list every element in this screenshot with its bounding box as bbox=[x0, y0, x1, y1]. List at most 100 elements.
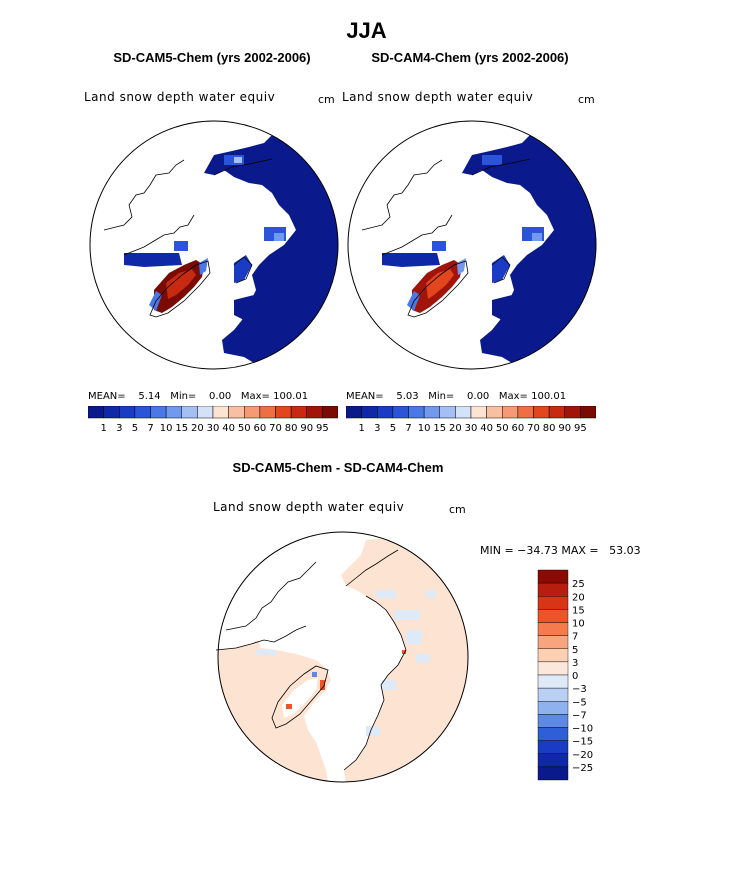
colorbar-swatch bbox=[306, 406, 323, 419]
colorbar-swatch bbox=[537, 701, 569, 715]
colorbar-swatch bbox=[537, 609, 569, 623]
colorbar-tick-label: 3 bbox=[374, 423, 380, 434]
colorbar-tick-label: 80 bbox=[543, 423, 556, 434]
colorbar-swatch bbox=[537, 569, 569, 584]
colorbar-tick-label: −10 bbox=[572, 724, 593, 735]
colorbar-tick-label: 1 bbox=[358, 423, 364, 434]
colorbar-tick-label: −5 bbox=[572, 697, 587, 708]
colorbar-tick-label: 3 bbox=[572, 658, 578, 669]
diff-map bbox=[216, 531, 469, 783]
colorbar-tick-label: 50 bbox=[238, 423, 251, 434]
colorbar-tick-label: 30 bbox=[207, 423, 220, 434]
colorbar-swatch bbox=[537, 687, 569, 702]
colorbar-swatch bbox=[150, 406, 167, 419]
colorbar-swatch bbox=[533, 406, 550, 419]
colorbar-tick-label: 15 bbox=[175, 423, 188, 434]
colorbar-swatch bbox=[537, 727, 569, 741]
panel1-min-label: Min= bbox=[170, 391, 197, 402]
colorbar-tick-label: 60 bbox=[254, 423, 267, 434]
diff-title: SD-CAM5-Chem - SD-CAM4-Chem bbox=[232, 460, 444, 475]
panel1-min-value: 0.00 bbox=[209, 391, 232, 402]
colorbar-tick-label: 10 bbox=[160, 423, 173, 434]
panel1-variable-label: Land snow depth water equiv bbox=[84, 90, 276, 104]
colorbar-swatch bbox=[361, 406, 378, 419]
panel2-mean-label: MEAN= bbox=[346, 391, 384, 402]
colorbar-tick-label: 5 bbox=[572, 645, 578, 656]
colorbar-tick-label: 25 bbox=[572, 579, 585, 590]
colorbar-swatch bbox=[119, 406, 136, 419]
colorbar-swatch bbox=[548, 406, 565, 419]
colorbar-swatch bbox=[322, 406, 338, 419]
colorbar-tick-label: 20 bbox=[191, 423, 204, 434]
colorbar-swatch bbox=[537, 582, 569, 597]
colorbar-swatch bbox=[259, 406, 276, 419]
colorbar-swatch bbox=[537, 596, 569, 610]
colorbar-swatch bbox=[580, 406, 596, 419]
colorbar-swatch bbox=[197, 406, 214, 419]
colorbar-tick-label: 60 bbox=[512, 423, 525, 434]
colorbar-swatch bbox=[537, 622, 569, 636]
colorbar-tick-label: −25 bbox=[572, 763, 593, 774]
panel1-max-value: 100.01 bbox=[273, 391, 309, 402]
panel2-max-value: 100.01 bbox=[531, 391, 567, 402]
colorbar-swatch bbox=[517, 406, 534, 419]
colorbar-swatch bbox=[439, 406, 456, 419]
diff-minmax-text: MIN = −34.73 MAX = 53.03 bbox=[480, 544, 641, 557]
colorbar-swatch bbox=[486, 406, 503, 419]
colorbar-tick-label: −3 bbox=[572, 684, 587, 695]
colorbar-swatch bbox=[228, 406, 245, 419]
colorbar-swatch bbox=[470, 406, 487, 419]
colorbar-tick-label: −20 bbox=[572, 750, 593, 761]
colorbar-tick-label: 95 bbox=[316, 423, 329, 434]
panel1-units-label: cm bbox=[318, 93, 335, 106]
panel1-map bbox=[89, 120, 339, 370]
colorbar-tick-label: −15 bbox=[572, 737, 593, 748]
colorbar-swatch bbox=[423, 406, 440, 419]
colorbar-swatch bbox=[134, 406, 151, 419]
colorbar-tick-label: 20 bbox=[449, 423, 462, 434]
colorbar-swatch bbox=[244, 406, 261, 419]
colorbar-tick-label: 7 bbox=[147, 423, 153, 434]
colorbar-swatch bbox=[537, 753, 569, 768]
panel2-colorbar: 1 3 5 7 10 15 20 30 40 50 60 70 80 90 95 bbox=[346, 406, 596, 434]
colorbar-tick-label: 5 bbox=[132, 423, 138, 434]
colorbar-swatch bbox=[88, 406, 104, 419]
panel1-colorbar: 1 3 5 7 10 15 20 30 40 50 60 70 80 90 95 bbox=[88, 406, 338, 434]
colorbar-tick-label: 50 bbox=[496, 423, 509, 434]
colorbar-tick-label: 15 bbox=[433, 423, 446, 434]
colorbar-tick-label: −7 bbox=[572, 710, 587, 721]
colorbar-tick-label: 5 bbox=[390, 423, 396, 434]
panel2-mean-value: 5.03 bbox=[396, 391, 419, 402]
panel2-units-label: cm bbox=[578, 93, 595, 106]
colorbar-swatch bbox=[537, 766, 569, 781]
panel2-min-value: 0.00 bbox=[467, 391, 490, 402]
colorbar-swatch bbox=[537, 714, 569, 728]
colorbar-swatch bbox=[564, 406, 581, 419]
colorbar-swatch bbox=[212, 406, 229, 419]
colorbar-tick-label: 70 bbox=[527, 423, 540, 434]
colorbar-swatch bbox=[502, 406, 519, 419]
panel1-mean-label: MEAN= bbox=[88, 391, 126, 402]
colorbar-tick-label: 0 bbox=[572, 671, 578, 682]
colorbar-tick-label: 15 bbox=[572, 605, 585, 616]
colorbar-swatch bbox=[275, 406, 292, 419]
panel2-max-label: Max= bbox=[498, 391, 528, 402]
colorbar-swatch bbox=[537, 661, 569, 676]
colorbar-tick-label: 80 bbox=[285, 423, 298, 434]
colorbar-swatch bbox=[290, 406, 307, 419]
panel2-map bbox=[347, 120, 597, 370]
panel1-stats: MEAN= 5.14 Min= 0.00 Max= 100.01 bbox=[88, 391, 308, 402]
colorbar-tick-label: 7 bbox=[405, 423, 411, 434]
colorbar-tick-label: 70 bbox=[269, 423, 282, 434]
colorbar-swatch bbox=[103, 406, 120, 419]
diff-units-label: cm bbox=[449, 503, 466, 516]
colorbar-swatch bbox=[537, 648, 569, 663]
colorbar-tick-label: 90 bbox=[558, 423, 571, 434]
colorbar-swatch bbox=[181, 406, 198, 419]
panel2-min-label: Min= bbox=[428, 391, 455, 402]
colorbar-tick-label: 20 bbox=[572, 592, 585, 603]
colorbar-swatch bbox=[377, 406, 394, 419]
colorbar-swatch bbox=[392, 406, 409, 419]
colorbar-tick-label: 95 bbox=[574, 423, 587, 434]
colorbar-tick-label: 10 bbox=[572, 619, 585, 630]
